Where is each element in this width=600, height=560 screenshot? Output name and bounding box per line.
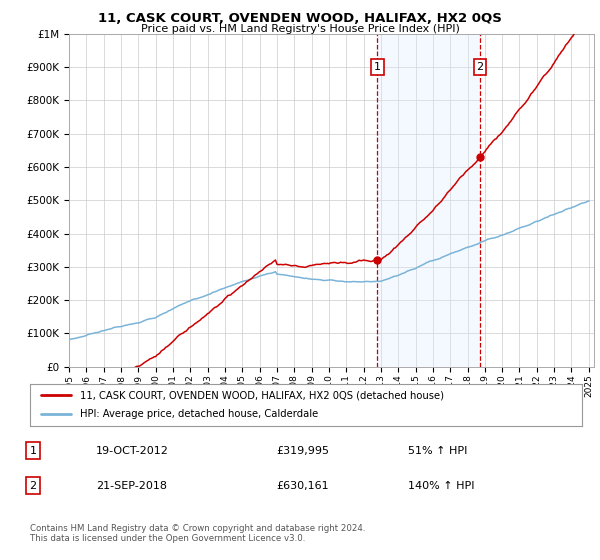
Text: HPI: Average price, detached house, Calderdale: HPI: Average price, detached house, Cald… [80,409,318,419]
Text: 21-SEP-2018: 21-SEP-2018 [96,480,167,491]
Text: £319,995: £319,995 [276,446,329,456]
Text: 2: 2 [29,480,37,491]
Text: 140% ↑ HPI: 140% ↑ HPI [408,480,475,491]
Text: 1: 1 [29,446,37,456]
Text: Contains HM Land Registry data © Crown copyright and database right 2024.
This d: Contains HM Land Registry data © Crown c… [30,524,365,543]
Text: 1: 1 [374,62,381,72]
Text: £630,161: £630,161 [276,480,329,491]
Text: Price paid vs. HM Land Registry's House Price Index (HPI): Price paid vs. HM Land Registry's House … [140,24,460,34]
Text: 2: 2 [476,62,484,72]
Text: 19-OCT-2012: 19-OCT-2012 [96,446,169,456]
Text: 11, CASK COURT, OVENDEN WOOD, HALIFAX, HX2 0QS: 11, CASK COURT, OVENDEN WOOD, HALIFAX, H… [98,12,502,25]
Text: 51% ↑ HPI: 51% ↑ HPI [408,446,467,456]
Bar [377,34,480,367]
Text: 11, CASK COURT, OVENDEN WOOD, HALIFAX, HX2 0QS (detached house): 11, CASK COURT, OVENDEN WOOD, HALIFAX, H… [80,390,443,400]
